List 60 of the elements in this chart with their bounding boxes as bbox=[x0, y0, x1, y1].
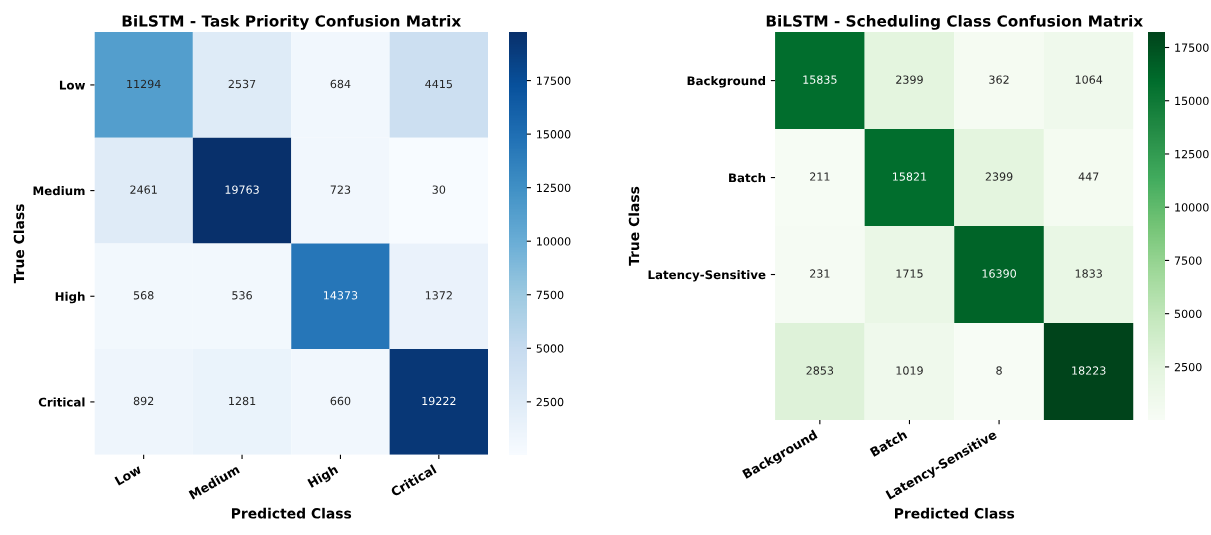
y-axis-title: True Class bbox=[13, 204, 25, 284]
color-bar-label: 12500 bbox=[537, 183, 571, 193]
color-bar-label: 17500 bbox=[537, 76, 571, 85]
data-label: 1833 bbox=[1075, 269, 1102, 278]
data-label: 536 bbox=[232, 291, 252, 300]
data-label: 15821 bbox=[893, 172, 927, 181]
data-label: 14373 bbox=[323, 291, 358, 300]
data-label: 1372 bbox=[425, 291, 452, 300]
x-tick-label: Low bbox=[114, 464, 143, 486]
color-bar-label: 10000 bbox=[1175, 203, 1209, 212]
data-label: 211 bbox=[810, 172, 830, 181]
data-label: 18223 bbox=[1072, 366, 1106, 375]
data-label: 8 bbox=[996, 366, 1002, 375]
chart-title: BiLSTM - Task Priority Confusion Matrix bbox=[122, 14, 461, 30]
color-bar-label: 12500 bbox=[1175, 149, 1209, 159]
color-bar-label: 15000 bbox=[1175, 96, 1209, 106]
data-label: 1715 bbox=[896, 269, 923, 278]
data-label: 2853 bbox=[806, 366, 834, 375]
data-label: 362 bbox=[989, 75, 1009, 84]
data-label: 684 bbox=[330, 79, 351, 89]
data-label: 1064 bbox=[1075, 75, 1103, 84]
data-label: 2461 bbox=[130, 185, 157, 194]
data-label: 447 bbox=[1078, 172, 1099, 181]
data-label: 723 bbox=[330, 185, 351, 194]
color-bar-label: 2500 bbox=[536, 397, 564, 407]
color-bar-label: 15000 bbox=[537, 130, 571, 139]
data-label: 19222 bbox=[422, 396, 456, 406]
data-label: 892 bbox=[133, 396, 154, 406]
data-label: 2537 bbox=[228, 79, 256, 89]
data-label: 15835 bbox=[803, 75, 837, 84]
x-axis-title: Predicted Class bbox=[231, 507, 352, 519]
y-axis-title: True Class bbox=[628, 186, 640, 266]
data-label: 11294 bbox=[127, 79, 161, 89]
data-label: 231 bbox=[810, 269, 830, 278]
y-tick-label: Batch bbox=[729, 173, 766, 183]
color-bar-label: 2500 bbox=[1174, 362, 1202, 372]
data-label: 1019 bbox=[896, 366, 923, 375]
data-label: 2399 bbox=[896, 75, 923, 84]
data-label: 660 bbox=[330, 396, 351, 406]
y-tick-label: Low bbox=[59, 80, 86, 90]
y-tick-label: Medium bbox=[33, 186, 85, 196]
data-label: 30 bbox=[432, 185, 446, 194]
color-bar-label: 5000 bbox=[1174, 309, 1202, 319]
color-bar-label: 10000 bbox=[537, 237, 571, 246]
y-tick-label: Latency-Sensitive bbox=[648, 270, 766, 282]
y-tick-label: Background bbox=[687, 76, 766, 88]
data-label: 16390 bbox=[982, 269, 1017, 278]
data-label: 568 bbox=[133, 291, 154, 300]
data-label: 4415 bbox=[425, 79, 452, 89]
color-bar-label: 7500 bbox=[1174, 256, 1202, 265]
data-label: 2399 bbox=[985, 172, 1013, 181]
data-label: 1281 bbox=[229, 396, 256, 406]
y-tick-label: High bbox=[55, 291, 85, 304]
y-tick-label: Critical bbox=[38, 397, 85, 407]
color-bar-label: 17500 bbox=[1175, 43, 1209, 52]
data-label: 19763 bbox=[225, 185, 259, 194]
chart-title: BiLSTM - Scheduling Class Confusion Matrix bbox=[766, 14, 1143, 30]
color-bar-label: 5000 bbox=[536, 344, 564, 353]
x-axis-title: Predicted Class bbox=[895, 507, 1015, 519]
color-bar-label: 7500 bbox=[536, 290, 564, 300]
